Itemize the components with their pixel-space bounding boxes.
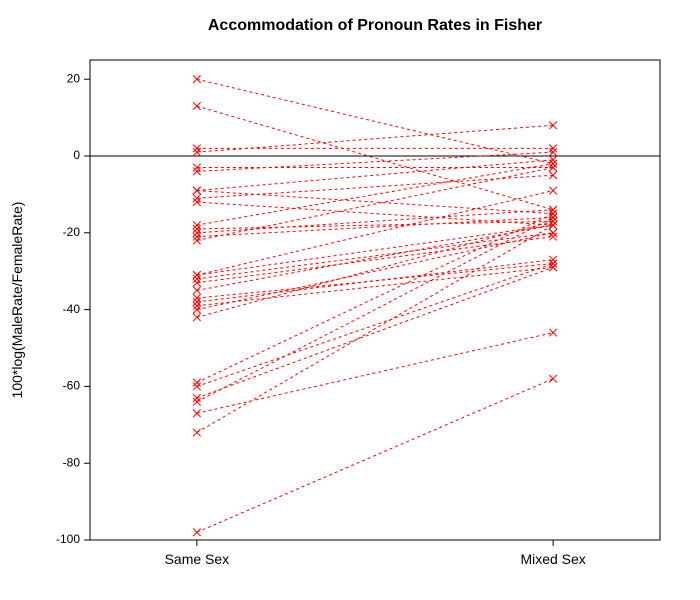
pronoun-rates-chart: Accommodation of Pronoun Rates in Fisher… — [0, 0, 700, 600]
y-tick-label: -40 — [63, 302, 81, 316]
y-tick-label: -80 — [63, 455, 81, 469]
x-tick-label: Mixed Sex — [520, 551, 585, 567]
y-tick-label: -60 — [63, 379, 81, 393]
y-tick-label: 0 — [73, 148, 80, 162]
x-tick-label: Same Sex — [165, 551, 230, 567]
y-tick-label: -100 — [56, 532, 80, 546]
y-tick-label: 20 — [67, 71, 81, 85]
y-tick-label: -20 — [63, 225, 81, 239]
y-axis-label: 100*log(MaleRate/FemaleRate) — [9, 202, 25, 399]
chart-title: Accommodation of Pronoun Rates in Fisher — [208, 17, 542, 34]
